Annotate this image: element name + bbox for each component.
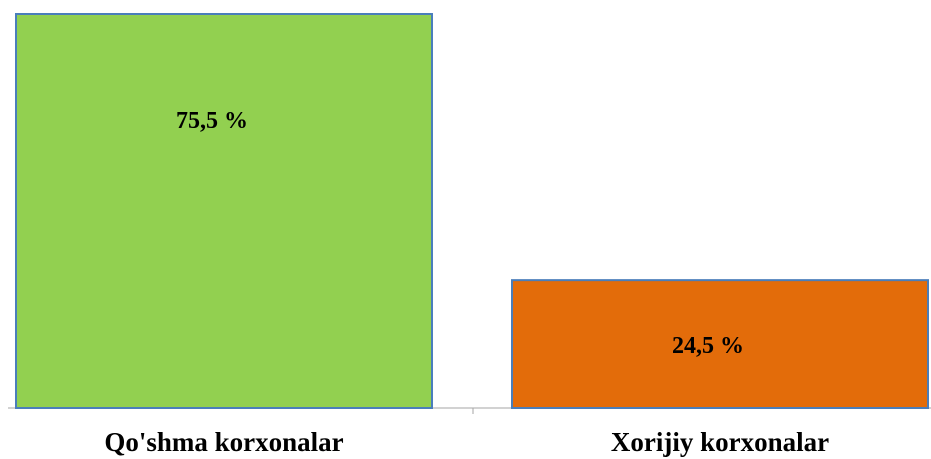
data-label-1: 75,5 %	[176, 108, 248, 134]
bar-1	[15, 13, 433, 409]
category-label-2: Xorijiy korxonalar	[611, 427, 829, 457]
data-label-2: 24,5 %	[672, 333, 744, 359]
category-label-1: Qo'shma korxonalar	[104, 427, 343, 457]
bar-2	[511, 279, 929, 409]
bars-group: 75,5 % Qo'shma korxonalar 24,5 % Xorijiy ko…	[15, 13, 929, 457]
